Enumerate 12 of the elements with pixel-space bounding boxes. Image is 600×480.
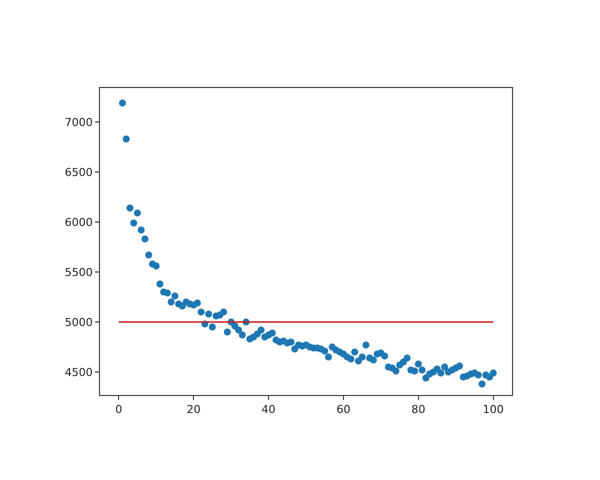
x-tick-label: 80 (411, 403, 426, 416)
y-tick-label: 5500 (64, 266, 93, 279)
y-tick-label: 4500 (64, 366, 93, 379)
y-tick-label: 6000 (64, 216, 93, 229)
y-tick-label: 6500 (64, 166, 93, 179)
y-tick-label: 7000 (64, 116, 93, 129)
x-tick-label: 0 (115, 403, 122, 416)
x-tick-label: 40 (262, 403, 276, 416)
x-tick-label: 20 (186, 403, 201, 416)
x-tick-label: 60 (336, 403, 350, 416)
x-tick-label: 100 (482, 403, 504, 416)
y-tick-label: 5000 (64, 316, 93, 329)
